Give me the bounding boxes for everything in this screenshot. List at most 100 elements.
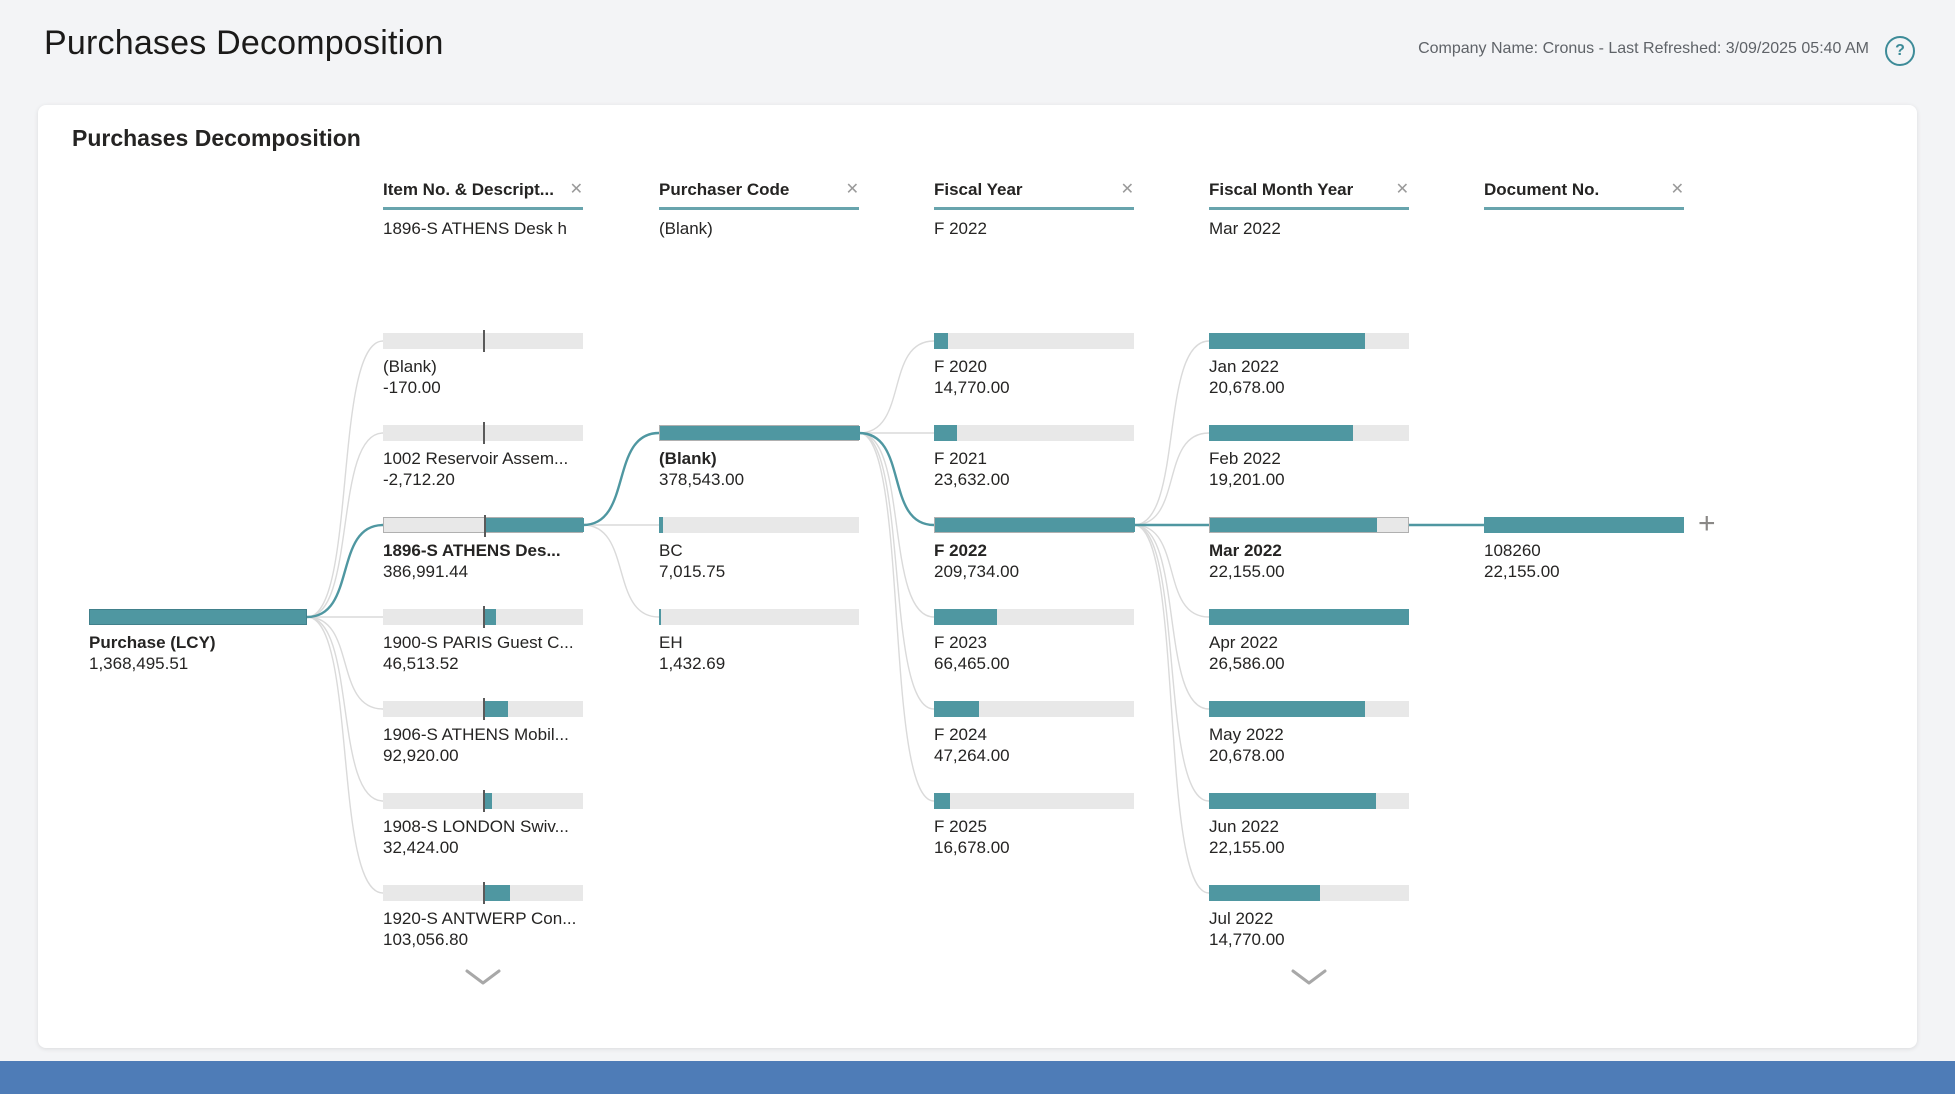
node-bar-fill: [1210, 518, 1377, 532]
scroll-down-chevron-icon[interactable]: [465, 967, 501, 987]
tree-node[interactable]: May 2022 20,678.00: [1209, 701, 1409, 766]
tree-node[interactable]: F 2022 209,734.00: [934, 517, 1135, 582]
node-label: 1906-S ATHENS Mobil...: [383, 725, 569, 744]
zero-tick: [483, 606, 485, 628]
node-label: Purchase (LCY): [89, 633, 216, 652]
level-title: Item No. & Descript...: [383, 180, 554, 199]
visual-card: Purchases Decomposition Purchase (LCY) 1…: [38, 105, 1917, 1048]
zero-tick: [483, 330, 485, 352]
tree-node[interactable]: 1896-S ATHENS Des... 386,991.44: [383, 515, 584, 582]
node-label: (Blank): [383, 357, 437, 376]
zero-tick: [483, 882, 485, 904]
level-underline: [1209, 207, 1409, 210]
node-bar-fill: [934, 701, 980, 717]
close-level-icon[interactable]: ✕: [569, 181, 583, 198]
tree-node[interactable]: 1920-S ANTWERP Con... 103,056.80: [383, 882, 583, 950]
close-level-icon[interactable]: ✕: [1670, 181, 1684, 198]
node-label: F 2020: [934, 357, 987, 376]
tree-node[interactable]: 1908-S LONDON Swiv... 32,424.00: [383, 790, 583, 858]
node-bar: [383, 330, 583, 352]
node-bar: [1209, 609, 1409, 625]
node-value: 1,368,495.51: [89, 654, 189, 673]
close-level-icon[interactable]: ✕: [845, 181, 859, 198]
tree-node[interactable]: F 2021 23,632.00: [934, 425, 1134, 490]
expand-plus-button[interactable]: +: [1698, 507, 1716, 540]
tree-node[interactable]: 1906-S ATHENS Mobil... 92,920.00: [383, 698, 583, 766]
node-bar: [659, 425, 860, 441]
tree-node[interactable]: Jun 2022 22,155.00: [1209, 793, 1409, 858]
node-bar-fill: [1209, 425, 1354, 441]
node-bar-fill: [934, 333, 949, 349]
node-label: 108260: [1484, 541, 1541, 560]
node-bar-fill: [484, 793, 493, 809]
tree-node[interactable]: 1900-S PARIS Guest C... 46,513.52: [383, 606, 583, 674]
level-title: Fiscal Month Year: [1209, 180, 1354, 199]
node-label: 1908-S LONDON Swiv...: [383, 817, 569, 836]
tree-node[interactable]: F 2020 14,770.00: [934, 333, 1134, 398]
node-value: -2,712.20: [383, 470, 455, 489]
help-icon[interactable]: ?: [1885, 36, 1915, 66]
node-label: 1896-S ATHENS Des...: [383, 541, 561, 560]
level-subtitle: Mar 2022: [1209, 219, 1281, 238]
tree-node[interactable]: Mar 2022 22,155.00: [1209, 517, 1409, 582]
page-title: Purchases Decomposition: [44, 24, 444, 62]
zero-tick: [483, 422, 485, 444]
node-value: 22,155.00: [1484, 562, 1560, 581]
node-bar-fill: [1209, 333, 1365, 349]
level-underline: [934, 207, 1134, 210]
node-bar-fill: [1209, 609, 1409, 625]
node-label: Jul 2022: [1209, 909, 1274, 928]
node-bar: [383, 606, 583, 628]
level-underline: [383, 207, 583, 210]
tree-node[interactable]: Feb 2022 19,201.00: [1209, 425, 1409, 490]
node-label: 1002 Reservoir Assem...: [383, 449, 569, 468]
node-bar: [1209, 425, 1409, 441]
node-bar-fill: [1209, 885, 1321, 901]
node-value: 103,056.80: [383, 930, 469, 949]
level-subtitle: 1896-S ATHENS Desk h: [383, 219, 567, 238]
zero-tick: [483, 698, 485, 720]
scroll-down-chevron-icon[interactable]: [1291, 967, 1327, 987]
visual-title: Purchases Decomposition: [72, 125, 361, 151]
node-label: BC: [659, 541, 683, 560]
node-bar: [1209, 701, 1409, 717]
tree-node[interactable]: EH 1,432.69: [659, 609, 859, 674]
tree-node[interactable]: Apr 2022 26,586.00: [1209, 609, 1409, 674]
node-bar-fill: [934, 793, 950, 809]
tree-node[interactable]: F 2023 66,465.00: [934, 609, 1134, 674]
node-value: 14,770.00: [934, 378, 1010, 397]
node-bar: [383, 515, 584, 537]
node-bar: [659, 609, 859, 625]
tree-node[interactable]: Jan 2022 20,678.00: [1209, 333, 1409, 398]
node-bar: [383, 882, 583, 904]
tree-node[interactable]: BC 7,015.75: [659, 517, 859, 582]
tree-node[interactable]: 1002 Reservoir Assem... -2,712.20: [383, 422, 583, 490]
tree-node[interactable]: F 2025 16,678.00: [934, 793, 1134, 858]
level-title: Purchaser Code: [659, 180, 790, 199]
tree-node[interactable]: 108260 22,155.00: [1484, 517, 1684, 582]
tree-node-root[interactable]: Purchase (LCY) 1,368,495.51: [89, 609, 307, 674]
tree-node[interactable]: (Blank) 378,543.00: [659, 425, 860, 490]
node-bar-fill: [484, 885, 511, 901]
footer-bar: [0, 1061, 1955, 1094]
node-value: 16,678.00: [934, 838, 1010, 857]
node-value: 19,201.00: [1209, 470, 1285, 489]
node-bar-fill: [934, 609, 998, 625]
company-meta: Company Name: Cronus - Last Refreshed: 3…: [1418, 40, 1869, 57]
node-label: Jan 2022: [1209, 357, 1279, 376]
node-bar-fill: [659, 517, 663, 533]
node-value: -170.00: [383, 378, 441, 397]
node-value: 14,770.00: [1209, 930, 1285, 949]
node-bar-fill: [659, 609, 661, 625]
tree-node[interactable]: (Blank) -170.00: [383, 330, 583, 398]
node-bar: [934, 517, 1135, 533]
node-label: F 2024: [934, 725, 987, 744]
close-level-icon[interactable]: ✕: [1120, 181, 1134, 198]
level-header: Item No. & Descript... ✕ 1896-S ATHENS D…: [383, 180, 583, 250]
node-bar: [934, 701, 1134, 717]
tree-node[interactable]: F 2024 47,264.00: [934, 701, 1134, 766]
tree-node[interactable]: Jul 2022 14,770.00: [1209, 885, 1409, 950]
node-bar-fill: [484, 609, 496, 625]
close-level-icon[interactable]: ✕: [1395, 181, 1409, 198]
node-value: 1,432.69: [659, 654, 726, 673]
